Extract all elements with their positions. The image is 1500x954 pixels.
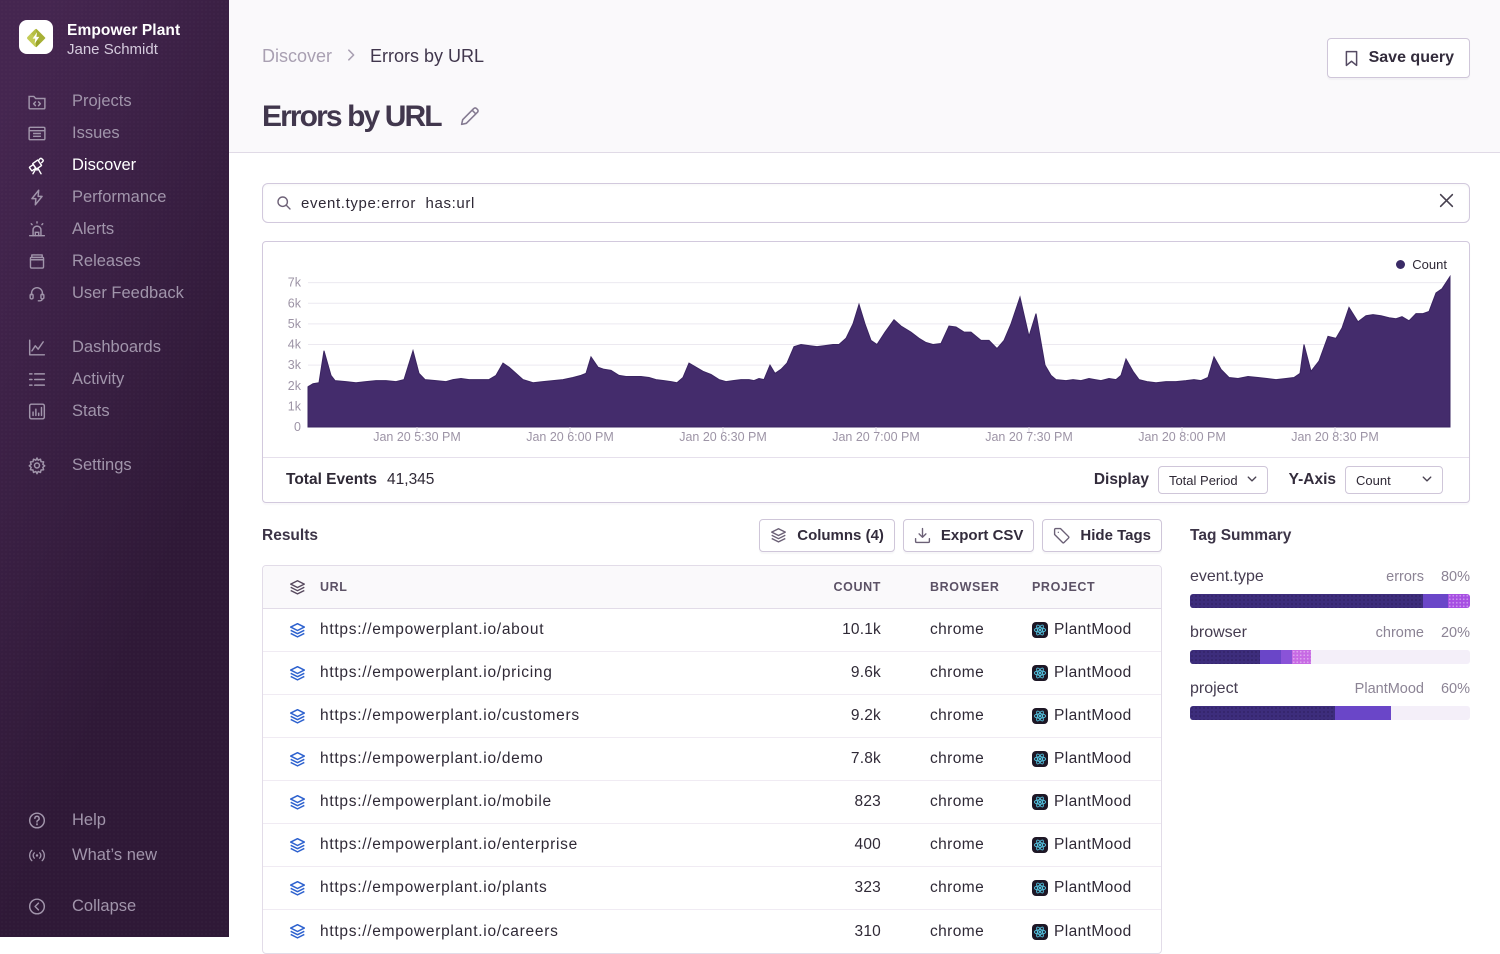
svg-text:6k: 6k xyxy=(288,296,302,310)
svg-text:Jan 20 7:30 PM: Jan 20 7:30 PM xyxy=(985,430,1073,444)
svg-text:Jan 20 8:00 PM: Jan 20 8:00 PM xyxy=(1138,430,1226,444)
svg-text:Jan 20 7:00 PM: Jan 20 7:00 PM xyxy=(832,430,920,444)
svg-text:Jan 20 6:30 PM: Jan 20 6:30 PM xyxy=(679,430,767,444)
svg-text:5k: 5k xyxy=(288,317,302,331)
svg-text:1k: 1k xyxy=(288,399,302,413)
svg-text:7k: 7k xyxy=(288,276,302,290)
svg-text:Jan 20 5:30 PM: Jan 20 5:30 PM xyxy=(373,430,461,444)
svg-text:2k: 2k xyxy=(288,379,302,393)
svg-text:4k: 4k xyxy=(288,338,302,352)
svg-text:3k: 3k xyxy=(288,358,302,372)
svg-text:Jan 20 8:30 PM: Jan 20 8:30 PM xyxy=(1291,430,1379,444)
svg-text:0: 0 xyxy=(294,420,301,434)
svg-text:Jan 20 6:00 PM: Jan 20 6:00 PM xyxy=(526,430,614,444)
